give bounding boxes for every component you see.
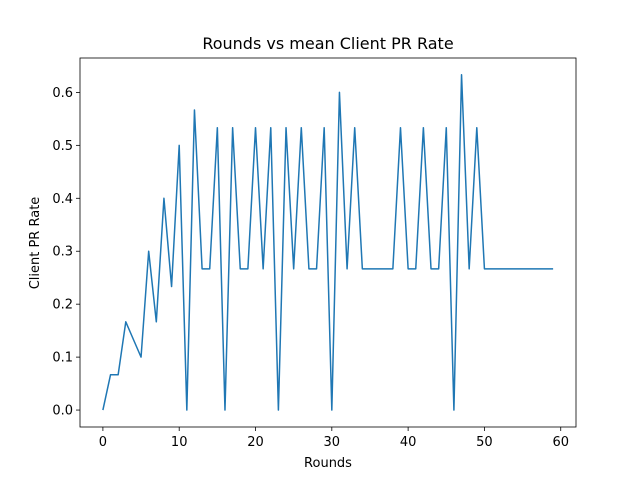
x-tick-label: 40: [400, 435, 417, 450]
y-tick-label: 0.0: [52, 404, 73, 419]
x-tick-label: 10: [171, 435, 188, 450]
y-tick-label: 0.6: [52, 86, 73, 101]
x-tick-label: 0: [99, 435, 107, 450]
chart-title: Rounds vs mean Client PR Rate: [202, 34, 453, 53]
x-tick-label: 20: [247, 435, 264, 450]
y-tick-label: 0.2: [52, 298, 73, 313]
y-tick-label: 0.3: [52, 245, 73, 260]
series-line: [102, 74, 554, 411]
axes-frame: [79, 57, 577, 428]
y-tick-label: 0.4: [52, 192, 73, 207]
y-tick-label: 0.1: [52, 351, 73, 366]
plot-area: 0 10 20 30 40 50 60 0.0 0.1 0.2 0.3 0.4 0.5 0.6: [52, 57, 577, 450]
x-axis-label: Rounds: [304, 456, 352, 471]
x-tick-label: 50: [476, 435, 493, 450]
x-tick-label: 30: [324, 435, 341, 450]
y-axis-label: Client PR Rate: [28, 197, 43, 290]
x-tick-label: 60: [552, 435, 569, 450]
y-tick-label: 0.5: [52, 139, 73, 154]
